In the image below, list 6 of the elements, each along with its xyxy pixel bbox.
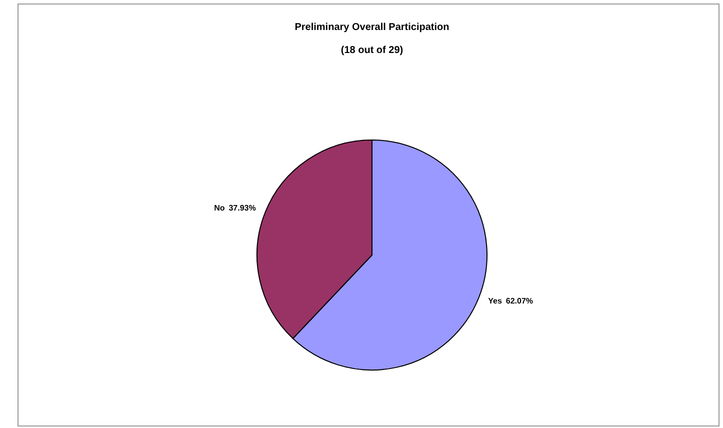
data-label: 37.93% xyxy=(228,204,256,213)
slice-label: Yes xyxy=(488,296,502,306)
data-label: 62.07% xyxy=(506,296,534,306)
chart-title: Preliminary Overall Participation xyxy=(294,22,450,33)
chart-subtitle: (18 out of 29) xyxy=(340,45,404,56)
slice-label: No xyxy=(214,204,225,213)
